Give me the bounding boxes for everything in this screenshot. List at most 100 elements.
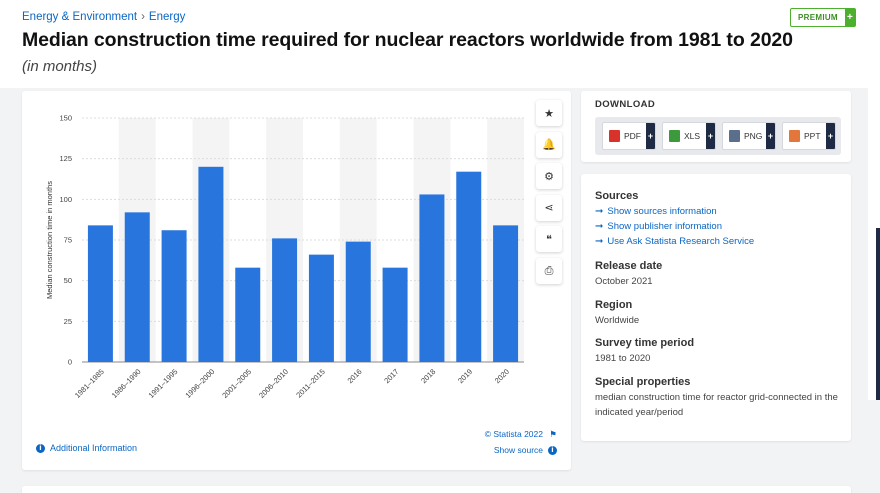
bar <box>235 267 261 362</box>
additional-information-link[interactable]: i Additional Information <box>36 443 137 453</box>
x-tick-label: 1986–1990 <box>110 367 143 400</box>
premium-button[interactable]: PREMIUM + <box>790 8 856 27</box>
special-properties-value: median construction time for reactor gri… <box>595 392 838 418</box>
xls-file-icon <box>669 130 680 142</box>
x-tick-label: 2017 <box>382 367 400 385</box>
plus-icon: + <box>706 123 715 149</box>
next-section-card <box>22 486 851 493</box>
sources-heading: Sources <box>595 190 639 202</box>
download-pdf-button[interactable]: PDF + <box>602 122 656 150</box>
release-date-heading: Release date <box>595 260 663 272</box>
y-tick-label: 0 <box>68 358 72 367</box>
bar <box>198 166 224 362</box>
breadcrumb-current-link[interactable]: Energy <box>148 11 186 23</box>
show-source-label: Show source <box>493 445 543 455</box>
ask-statista-link[interactable]: ➞ Use Ask Statista Research Service <box>595 236 754 247</box>
x-tick-label: 2011–2015 <box>294 367 327 400</box>
x-tick-label: 2018 <box>419 367 437 385</box>
download-ppt-button[interactable]: PPT + <box>782 122 836 150</box>
download-ppt-label: PPT <box>804 131 821 141</box>
breadcrumb-separator: › <box>141 11 145 23</box>
bar <box>493 225 519 362</box>
download-png-label: PNG <box>744 131 763 141</box>
statista-copyright-link[interactable]: © Statista 2022 ⚑ <box>485 429 557 440</box>
region-heading: Region <box>595 299 633 311</box>
page-title: Median construction time required for nu… <box>22 29 793 51</box>
bar <box>345 241 371 362</box>
y-tick-label: 50 <box>64 276 72 285</box>
additional-information-label: Additional Information <box>50 443 138 453</box>
download-pdf-label: PDF <box>624 131 641 141</box>
header-band <box>0 0 868 88</box>
breadcrumb: Energy & Environment › Energy <box>22 11 185 23</box>
x-tick-label: 2006–2010 <box>257 367 290 400</box>
show-sources-link[interactable]: ➞ Show sources information <box>595 206 717 217</box>
print-icon[interactable]: ⎙ <box>536 257 562 284</box>
x-tick-label: 2019 <box>456 367 474 385</box>
download-buttons: PDF + XLS + PNG + PPT + <box>595 117 841 155</box>
page-subtitle: (in months) <box>22 58 98 75</box>
y-tick-label: 100 <box>59 195 72 204</box>
bar <box>308 254 334 362</box>
link-label: Show sources information <box>607 206 717 217</box>
bar-chart: 0 25 50 75 100 125 150 1981–1985 1986–1990 1991–1… <box>45 114 524 400</box>
x-tick-label: 2016 <box>346 367 364 385</box>
bar <box>419 194 445 362</box>
y-tick-label: 150 <box>59 114 72 123</box>
download-card: DOWNLOAD PDF + XLS + PNG + PPT + <box>581 91 851 162</box>
show-publisher-link[interactable]: ➞ Show publisher information <box>595 221 722 232</box>
premium-plus-icon: + <box>844 9 855 26</box>
info-icon: i <box>36 443 45 453</box>
favorite-star-icon[interactable]: ★ <box>536 100 562 126</box>
bar <box>124 212 150 362</box>
y-tick-label: 75 <box>64 236 72 245</box>
settings-gear-icon[interactable]: ⚙ <box>536 163 562 189</box>
download-png-button[interactable]: PNG + <box>722 122 776 150</box>
download-xls-button[interactable]: XLS + <box>662 122 716 150</box>
y-axis-title: Median construction time in months <box>45 181 54 299</box>
notification-bell-icon[interactable]: 🔔 <box>536 131 562 158</box>
premium-label: PREMIUM <box>798 13 838 22</box>
release-date-value: October 2021 <box>595 276 653 287</box>
bar <box>87 225 113 362</box>
x-tick-label: 2020 <box>493 367 511 385</box>
y-tick-label: 125 <box>59 154 72 163</box>
plus-icon: + <box>766 123 775 149</box>
x-tick-label: 1996–2000 <box>183 367 216 400</box>
chart-card: 0 25 50 75 100 125 150 1981–1985 1986–1990 1991–1… <box>22 91 571 470</box>
bar <box>382 267 408 362</box>
special-properties-heading: Special properties <box>595 376 691 388</box>
chart-toolbar: ★ 🔔 ⚙ ⋖ ❝ ⎙ <box>536 100 562 289</box>
region-value: Worldwide <box>595 315 640 326</box>
bar <box>272 238 298 362</box>
bar <box>456 171 482 362</box>
plus-icon: + <box>826 123 835 149</box>
flag-icon: ⚑ <box>549 430 557 440</box>
link-label: Show publisher information <box>607 221 722 232</box>
share-icon[interactable]: ⋖ <box>536 194 562 221</box>
arrow-right-icon: ➞ <box>595 206 604 217</box>
right-edge-strip <box>868 0 880 400</box>
pdf-file-icon <box>609 130 620 142</box>
link-label: Use Ask Statista Research Service <box>607 236 755 247</box>
info-card: Sources ➞ Show sources information ➞ Show … <box>581 174 851 441</box>
plus-icon: + <box>646 123 655 149</box>
arrow-right-icon: ➞ <box>595 221 604 232</box>
citation-quote-icon[interactable]: ❝ <box>536 226 562 252</box>
y-tick-label: 25 <box>64 317 72 326</box>
info-icon: i <box>548 445 557 455</box>
download-xls-label: XLS <box>684 131 701 141</box>
x-tick-label: 1981–1985 <box>73 367 106 400</box>
copyright-label: © Statista 2022 <box>484 429 543 439</box>
show-source-link[interactable]: Show source i <box>494 445 557 455</box>
breadcrumb-parent-link[interactable]: Energy & Environment <box>22 11 138 23</box>
side-panel-edge <box>876 228 880 400</box>
survey-period-value: 1981 to 2020 <box>595 353 651 364</box>
download-title: DOWNLOAD <box>595 99 656 110</box>
ppt-file-icon <box>789 130 800 142</box>
arrow-right-icon: ➞ <box>595 236 604 247</box>
x-tick-label: 2001–2005 <box>220 367 253 400</box>
bar <box>161 230 187 362</box>
survey-period-heading: Survey time period <box>595 337 695 349</box>
png-file-icon <box>729 130 740 142</box>
